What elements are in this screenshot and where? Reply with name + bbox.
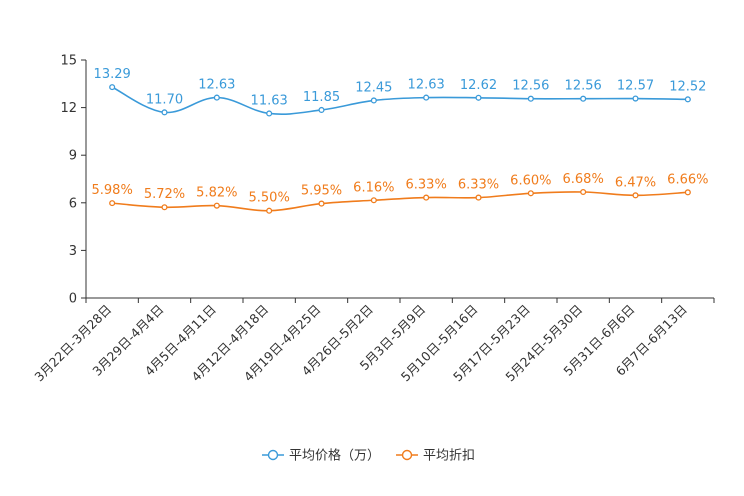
data-point: [684, 189, 691, 196]
data-label: 11.85: [303, 90, 340, 105]
data-point: [266, 110, 273, 117]
data-point: [475, 94, 482, 101]
data-point: [266, 207, 273, 214]
series-avg-price: 13.29 11.70 12.63 11.63 11.85 12.45 12.63 12.62…: [94, 67, 706, 117]
data-label: 6.33%: [406, 178, 447, 193]
data-label: 13.29: [94, 67, 131, 82]
data-point: [370, 97, 377, 104]
legend-marker: [267, 449, 279, 461]
series-line: [112, 191, 688, 212]
y-tick-label: 15: [60, 54, 77, 69]
data-label: 12.52: [669, 79, 706, 94]
data-label: 6.66%: [667, 172, 708, 187]
data-point: [213, 94, 220, 101]
data-point: [632, 192, 639, 199]
y-tick-label: 0: [69, 292, 77, 307]
data-point: [318, 106, 325, 114]
data-point: [213, 202, 220, 209]
legend-label: 平均价格（万）: [289, 448, 380, 464]
data-point: [527, 190, 534, 197]
data-point: [580, 188, 587, 196]
data-point: [684, 96, 691, 103]
data-label: 5.98%: [92, 183, 133, 198]
data-point: [109, 84, 116, 91]
data-label: 6.16%: [353, 180, 394, 195]
data-label: 5.95%: [301, 184, 342, 199]
data-point: [475, 194, 482, 201]
series-layer: 13.29 11.70 12.63 11.63 11.85 12.45 12.63 12.62…: [92, 67, 708, 214]
data-point: [109, 200, 116, 207]
data-point: [423, 194, 430, 201]
data-point: [423, 94, 430, 101]
data-label: 11.63: [251, 93, 288, 108]
data-label: 12.45: [355, 80, 392, 95]
y-tick-label: 6: [69, 196, 77, 211]
data-label: 6.47%: [615, 175, 656, 190]
data-label: 5.72%: [144, 187, 185, 202]
legend-item: 平均折扣: [396, 449, 475, 464]
data-label: 12.63: [408, 78, 445, 93]
data-point: [318, 200, 325, 207]
data-label: 11.70: [146, 92, 183, 107]
data-point: [161, 204, 168, 211]
data-label: 12.62: [460, 78, 497, 93]
series-avg-discount: 5.98% 5.72% 5.82% 5.50% 5.95% 6.16% 6.33% 6.33%…: [92, 172, 708, 214]
data-label: 6.60%: [510, 173, 551, 188]
data-point: [527, 95, 534, 102]
y-tick-label: 9: [69, 149, 77, 164]
data-point: [632, 95, 639, 102]
data-point: [161, 109, 168, 116]
legend: 平均价格（万） 平均折扣: [262, 448, 475, 464]
y-tick-label: 12: [60, 101, 77, 116]
legend-item: 平均价格（万）: [262, 448, 380, 464]
data-label: 6.68%: [563, 172, 604, 187]
legend-marker: [401, 449, 413, 461]
data-label: 12.56: [565, 79, 602, 94]
data-label: 6.33%: [458, 178, 499, 193]
series-line: [111, 86, 688, 115]
data-label: 12.63: [198, 78, 235, 93]
data-point: [370, 197, 377, 204]
data-label: 12.57: [617, 79, 654, 94]
legend-label: 平均折扣: [423, 449, 475, 464]
y-tick-label: 3: [69, 244, 77, 259]
data-point: [580, 95, 587, 102]
data-label: 5.50%: [249, 191, 290, 206]
data-label: 12.56: [512, 79, 549, 94]
data-label: 5.82%: [196, 186, 237, 201]
